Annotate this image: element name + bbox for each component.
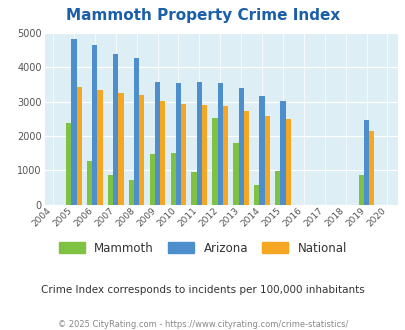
Bar — [201, 105, 207, 205]
Bar — [363, 120, 368, 205]
Bar — [196, 82, 201, 205]
Bar — [279, 101, 285, 205]
Bar — [264, 116, 269, 205]
Bar — [92, 45, 97, 205]
Bar — [113, 54, 118, 205]
Bar — [134, 58, 139, 205]
Bar — [149, 154, 155, 205]
Text: © 2025 CityRating.com - https://www.cityrating.com/crime-statistics/: © 2025 CityRating.com - https://www.city… — [58, 320, 347, 329]
Bar — [238, 88, 243, 205]
Bar — [254, 185, 259, 205]
Bar — [87, 161, 92, 205]
Bar — [212, 118, 217, 205]
Bar — [191, 172, 196, 205]
Bar — [155, 82, 160, 205]
Bar — [71, 39, 77, 205]
Legend: Mammoth, Arizona, National: Mammoth, Arizona, National — [54, 237, 351, 259]
Bar — [108, 175, 113, 205]
Bar — [97, 90, 102, 205]
Bar — [368, 131, 373, 205]
Bar — [243, 111, 248, 205]
Bar — [128, 180, 134, 205]
Bar — [358, 175, 363, 205]
Bar — [160, 101, 165, 205]
Bar — [170, 153, 175, 205]
Bar — [285, 119, 290, 205]
Bar — [139, 95, 144, 205]
Bar — [222, 106, 228, 205]
Bar — [233, 143, 238, 205]
Bar — [77, 86, 81, 205]
Bar — [275, 171, 279, 205]
Bar — [175, 83, 181, 205]
Bar — [259, 96, 264, 205]
Text: Mammoth Property Crime Index: Mammoth Property Crime Index — [66, 8, 339, 23]
Bar — [217, 83, 222, 205]
Bar — [66, 123, 71, 205]
Bar — [181, 104, 186, 205]
Bar — [118, 93, 123, 205]
Text: Crime Index corresponds to incidents per 100,000 inhabitants: Crime Index corresponds to incidents per… — [41, 285, 364, 295]
